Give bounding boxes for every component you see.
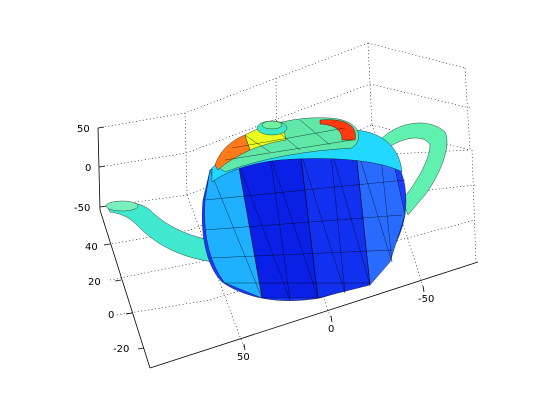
teapot-body-mesh bbox=[204, 141, 406, 301]
teapot-lid-knob-top bbox=[261, 120, 283, 130]
x-tick-label: 0 bbox=[328, 324, 334, 335]
y-tick-label: 0 bbox=[108, 310, 114, 321]
teapot-lid-mesh bbox=[224, 119, 353, 161]
z-tick-label: 0 bbox=[85, 163, 91, 174]
z-tick-label: 50 bbox=[77, 124, 90, 135]
y-tick-label: -20 bbox=[113, 344, 129, 355]
x-tick-label: 50 bbox=[237, 352, 250, 363]
x-tick-labels: 50 0 -50 bbox=[237, 294, 434, 363]
y-tick-labels: 40 20 0 -20 bbox=[85, 242, 129, 355]
x-tick-label: -50 bbox=[418, 294, 434, 305]
z-tick-label: -50 bbox=[74, 203, 90, 214]
teapot-body-shade bbox=[204, 161, 263, 299]
teapot-spout-tip bbox=[105, 200, 139, 212]
axes-lines bbox=[97, 126, 479, 369]
teapot-lid-hot-edge bbox=[319, 119, 356, 141]
teapot-surface bbox=[105, 117, 448, 301]
y-tick-label: 40 bbox=[85, 242, 98, 253]
y-tick-label: 20 bbox=[88, 277, 101, 288]
z-tick-labels: 50 0 -50 bbox=[74, 124, 91, 214]
